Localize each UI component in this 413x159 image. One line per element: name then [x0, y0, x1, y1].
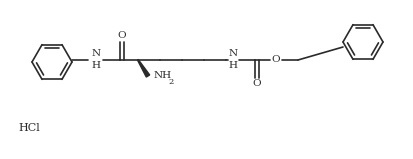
Polygon shape	[137, 60, 150, 77]
Text: H: H	[91, 62, 100, 70]
Text: O: O	[271, 55, 280, 65]
Text: 2: 2	[168, 78, 173, 86]
Text: N: N	[91, 49, 100, 59]
Text: O: O	[252, 80, 261, 89]
Text: N: N	[228, 49, 237, 59]
Text: H: H	[228, 62, 237, 70]
Text: NH: NH	[154, 72, 172, 80]
Text: HCl: HCl	[18, 123, 40, 133]
Text: O: O	[117, 31, 126, 41]
